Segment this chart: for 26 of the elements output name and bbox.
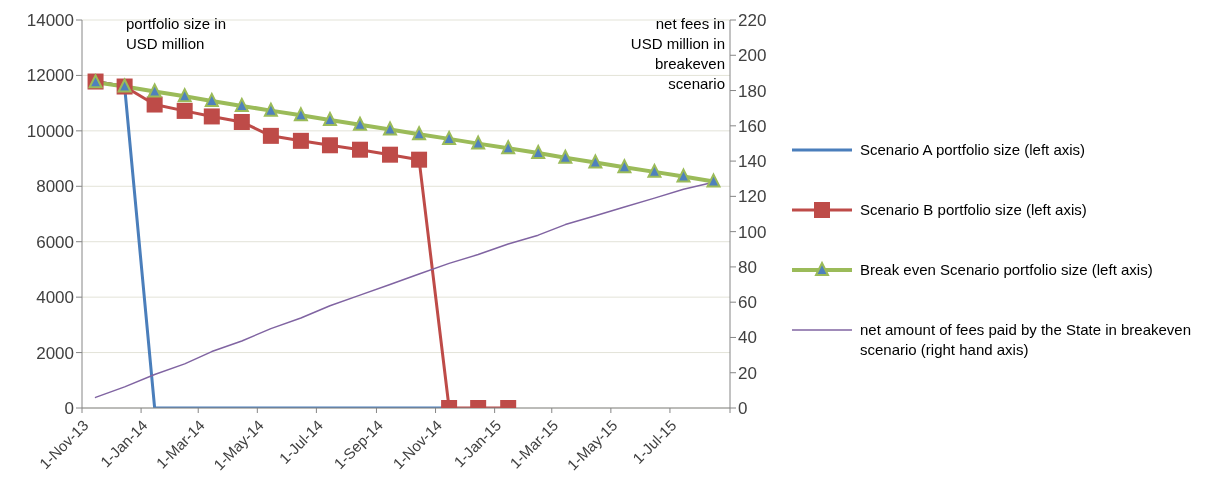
y2-tick-label: 100 [738,222,767,242]
legend-label: net amount of fees paid by the State in breakeven scenario (right hand axis) [860,320,1193,360]
y2-tick-label: 120 [738,187,767,207]
y-tick-label: 4000 [36,288,74,308]
y-tick-label: 10000 [26,121,74,141]
y2-tick-label: 180 [738,81,767,101]
y-tick-label: 8000 [36,177,74,197]
y-tick-label: 12000 [26,66,74,86]
legend-label: Scenario B portfolio size (left axis) [860,200,1087,220]
y2-tick-label: 20 [738,363,757,383]
y2-tick-label: 0 [738,399,748,419]
y2-tick-label: 200 [738,46,767,66]
y-tick-label: 2000 [36,343,74,363]
y2-tick-label: 40 [738,328,757,348]
y2-tick-label: 140 [738,152,767,172]
y2-tick-label: 80 [738,257,757,277]
y2-tick-label: 60 [738,293,757,313]
y2-axis-title: net fees in USD million in breakeven scenario [629,14,725,94]
y2-tick-label: 220 [738,11,767,31]
y-axis-title: portfolio size in USD million [126,14,228,54]
legend-label: Scenario A portfolio size (left axis) [860,140,1086,160]
y-tick-label: 14000 [26,11,74,31]
y-tick-label: 6000 [36,232,74,252]
legend-label: Break even Scenario portfolio size (left axis) [860,260,1153,280]
y-tick-label: 0 [64,399,74,419]
y2-tick-label: 160 [738,116,767,136]
